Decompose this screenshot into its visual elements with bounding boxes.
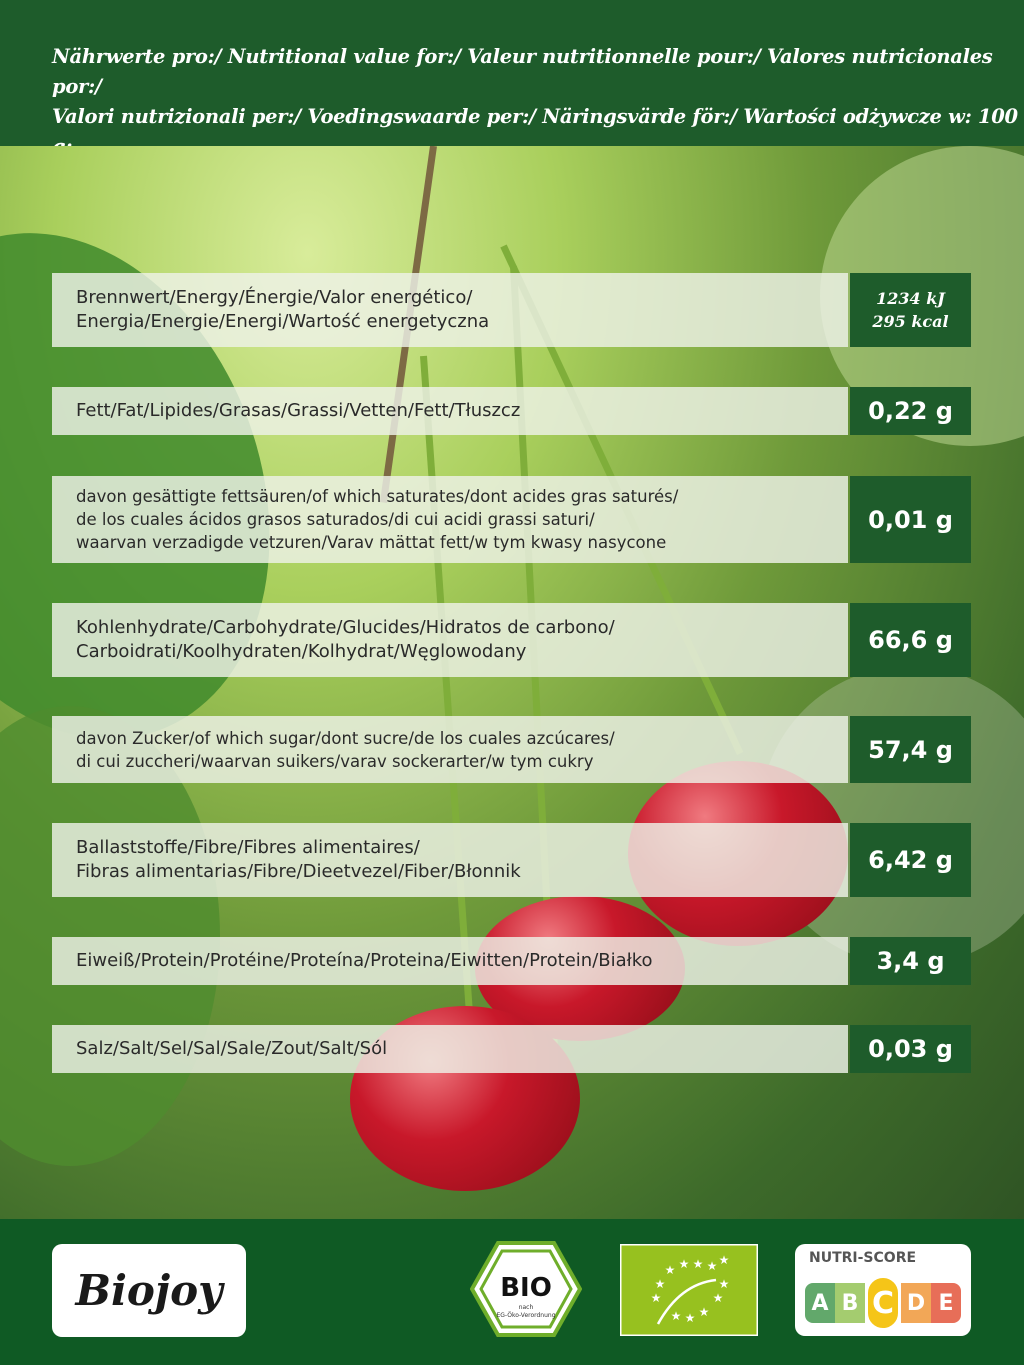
svg-text:★: ★ <box>707 1259 718 1273</box>
nutrient-label-line: di cui zuccheri/waarvan suikers/varav so… <box>76 751 594 771</box>
svg-text:★: ★ <box>719 1277 730 1291</box>
header-line-1: Nährwerte pro:/ Nutritional value for:/ … <box>52 45 993 98</box>
nutri-grade-b: B <box>835 1283 865 1323</box>
svg-text:★: ★ <box>671 1309 682 1323</box>
nutrient-value-line: 0,03 g <box>868 1035 953 1063</box>
nutrient-value-line: 3,4 g <box>876 947 945 975</box>
nutrient-value: 0,22 g <box>850 387 971 435</box>
nutrition-row: Brennwert/Energy/Énergie/Valor energétic… <box>52 273 971 347</box>
nutrient-value-line: 66,6 g <box>868 626 953 654</box>
svg-text:★: ★ <box>719 1253 730 1267</box>
bio-seal-sub1: nach <box>519 1304 534 1311</box>
nutrient-label: davon gesättigte fettsäuren/of which sat… <box>52 476 848 563</box>
nutrient-label-line: Fett/Fat/Lipides/Grasas/Grassi/Vetten/Fe… <box>76 400 521 421</box>
bio-seal-title: BIO <box>500 1273 552 1303</box>
nutrition-row: Ballaststoffe/Fibre/Fibres alimentaires/… <box>52 823 971 897</box>
nutrient-label: Kohlenhydrate/Carbohydrate/Glucides/Hidr… <box>52 603 848 677</box>
svg-text:★: ★ <box>693 1257 704 1271</box>
nutrient-label: Ballaststoffe/Fibre/Fibres alimentaires/… <box>52 823 848 897</box>
svg-text:★: ★ <box>679 1257 690 1271</box>
eu-organic-leaf-icon: ★ ★ ★ ★ ★ ★ ★★ ★ ★ ★ ★ <box>620 1244 758 1336</box>
nutrient-label-line: davon Zucker/of which sugar/dont sucre/d… <box>76 728 615 748</box>
nutrient-value-line: 0,01 g <box>868 505 953 534</box>
svg-text:★: ★ <box>685 1311 696 1325</box>
svg-text:★: ★ <box>699 1305 710 1319</box>
nutrient-label-line: Carboidrati/Koolhydraten/Kolhydrat/Węglo… <box>76 641 527 662</box>
nutrient-value: 0,03 g <box>850 1025 971 1073</box>
nutrient-value: 0,01 g <box>850 476 971 563</box>
nutri-grade-a: A <box>805 1283 835 1323</box>
nutrient-label-line: Fibras alimentarias/Fibre/Dieetvezel/Fib… <box>76 861 521 882</box>
nutrient-value-line: 6,42 g <box>868 846 953 874</box>
nutrient-value: 1234 kJ 295 kcal <box>850 273 971 347</box>
nutrient-value-line: 0,22 g <box>868 397 953 425</box>
nutrient-label-line: davon gesättigte fettsäuren/of which sat… <box>76 487 679 506</box>
nutrition-row: davon Zucker/of which sugar/dont sucre/d… <box>52 716 971 783</box>
bio-seal-icon: BIO nach EG-Öko-Verordnung <box>470 1241 582 1337</box>
nutrient-label: davon Zucker/of which sugar/dont sucre/d… <box>52 716 848 783</box>
nutrient-value: 6,42 g <box>850 823 971 897</box>
nutrient-label-line: de los cuales ácidos grasos saturados/di… <box>76 510 595 529</box>
nutrition-row: davon gesättigte fettsäuren/of which sat… <box>52 476 971 563</box>
nutrient-value-line: 295 kcal <box>872 312 949 331</box>
svg-text:★: ★ <box>651 1291 662 1305</box>
nutrient-label-line: Ballaststoffe/Fibre/Fibres alimentaires/ <box>76 837 420 858</box>
nutrient-label: Fett/Fat/Lipides/Grasas/Grassi/Vetten/Fe… <box>52 387 848 435</box>
biojoy-logo: Biojoy <box>52 1244 246 1337</box>
nutrient-value-line: 1234 kJ <box>876 289 945 308</box>
svg-text:★: ★ <box>713 1291 724 1305</box>
nutrient-value: 57,4 g <box>850 716 971 783</box>
nutrient-label-line: Eiweiß/Protein/Protéine/Proteína/Protein… <box>76 950 653 971</box>
nutrient-value: 3,4 g <box>850 937 971 985</box>
nutrition-header: Nährwerte pro:/ Nutritional value for:/ … <box>0 0 1024 158</box>
nutrient-label-line: Energia/Energie/Energi/Wartość energetyc… <box>76 311 490 332</box>
nutrient-label: Eiweiß/Protein/Protéine/Proteína/Protein… <box>52 937 848 985</box>
nutrient-value: 66,6 g <box>850 603 971 677</box>
footer-bar: Biojoy BIO nach EG-Öko-Verordnung ★ ★ ★ ★ ★ … <box>0 1219 1024 1365</box>
nutrient-label-line: waarvan verzadigde vetzuren/Varav mättat… <box>76 533 667 552</box>
nutrition-row: Salz/Salt/Sel/Sal/Sale/Zout/Salt/Sól 0,03… <box>52 1025 971 1073</box>
nutrition-row: Fett/Fat/Lipides/Grasas/Grassi/Vetten/Fe… <box>52 387 971 435</box>
brand-name: Biojoy <box>75 1266 223 1315</box>
svg-text:★: ★ <box>655 1277 666 1291</box>
nutrient-label: Brennwert/Energy/Énergie/Valor energétic… <box>52 273 848 347</box>
nutri-grade-e: E <box>931 1283 961 1323</box>
nutrient-label-line: Kohlenhydrate/Carbohydrate/Glucides/Hidr… <box>76 617 615 638</box>
nutrient-label: Salz/Salt/Sel/Sal/Sale/Zout/Salt/Sól <box>52 1025 848 1073</box>
nutri-grade-c: C <box>865 1275 901 1331</box>
nutrition-row: Eiweiß/Protein/Protéine/Proteína/Protein… <box>52 937 971 985</box>
nutrient-label-line: Brennwert/Energy/Énergie/Valor energétic… <box>76 287 473 308</box>
bio-seal-sub2: EG-Öko-Verordnung <box>496 1312 555 1319</box>
nutrition-row: Kohlenhydrate/Carbohydrate/Glucides/Hidr… <box>52 603 971 677</box>
svg-text:★: ★ <box>665 1263 676 1277</box>
nutrient-value-line: 57,4 g <box>868 735 953 764</box>
nutri-grade-d: D <box>901 1283 931 1323</box>
nutrient-label-line: Salz/Salt/Sel/Sal/Sale/Zout/Salt/Sól <box>76 1038 388 1059</box>
nutri-score-title: NUTRI-SCORE <box>809 1250 917 1266</box>
